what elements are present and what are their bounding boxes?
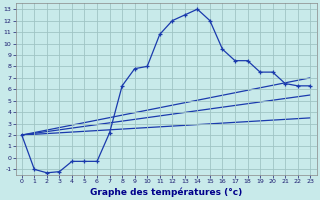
X-axis label: Graphe des températures (°c): Graphe des températures (°c) (90, 187, 242, 197)
